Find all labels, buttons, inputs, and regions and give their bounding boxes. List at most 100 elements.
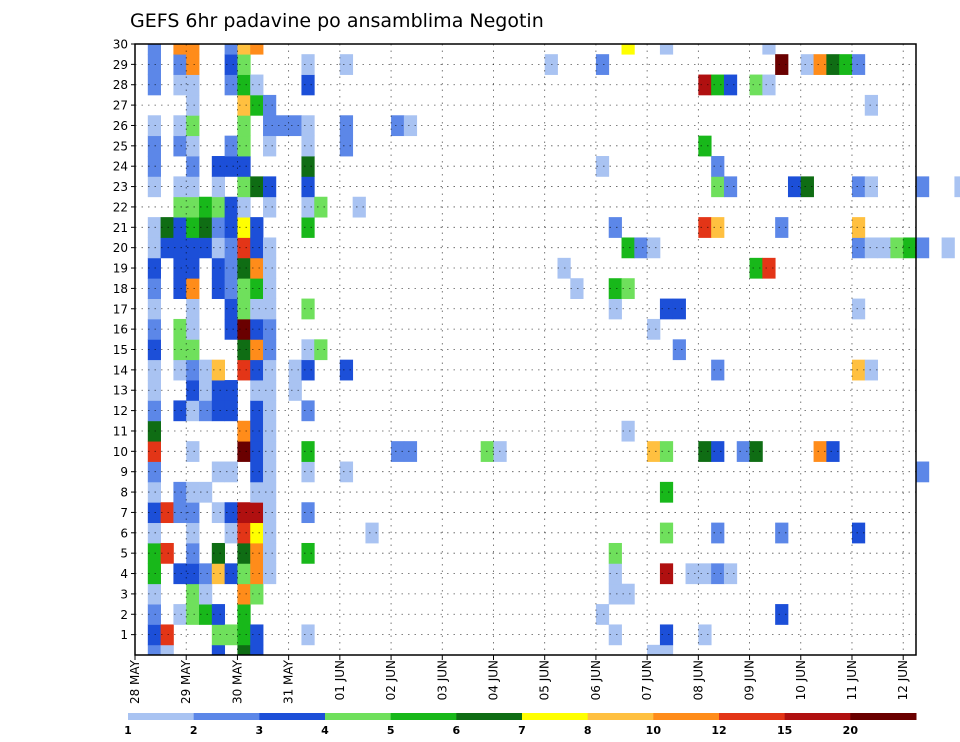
- heatmap-cell: [595, 156, 610, 177]
- heatmap-cell: [211, 196, 226, 218]
- y-tick-label: 9: [120, 465, 128, 479]
- heatmap-cell: [851, 298, 866, 320]
- heatmap-cell: [403, 441, 418, 462]
- heatmap-cell: [224, 237, 238, 259]
- heatmap-cell: [186, 94, 200, 116]
- heatmap-cell: [237, 44, 251, 55]
- heatmap-cell: [314, 196, 328, 218]
- heatmap-cell: [173, 54, 187, 75]
- heatmap-cell: [237, 298, 251, 320]
- y-tick-label: 23: [113, 180, 128, 194]
- heatmap-cell: [263, 481, 277, 503]
- y-tick-label: 25: [113, 139, 128, 153]
- heatmap-cell: [250, 563, 264, 585]
- heatmap-cell: [659, 44, 674, 55]
- heatmap-cell: [186, 604, 200, 625]
- x-tick-label: 31 MAY: [282, 659, 296, 704]
- colorbar-swatch: [325, 713, 392, 720]
- heatmap-cell: [339, 54, 354, 75]
- heatmap-cell: [186, 217, 200, 238]
- heatmap-cell: [595, 54, 610, 75]
- heatmap-cell: [275, 115, 290, 137]
- heatmap-cell: [237, 74, 251, 96]
- heatmap-cell: [224, 502, 238, 524]
- heatmap-cell: [250, 380, 264, 401]
- heatmap-cell: [711, 522, 725, 544]
- heatmap-cell: [237, 217, 251, 238]
- heatmap-cell: [250, 298, 264, 320]
- heatmap-cell: [147, 644, 161, 656]
- x-tick-label: 03 JUN: [435, 660, 449, 700]
- heatmap-cell: [237, 563, 251, 585]
- heatmap-cell: [186, 176, 200, 198]
- heatmap-cell: [173, 502, 187, 524]
- heatmap-cell: [237, 624, 251, 646]
- heatmap-cell: [301, 441, 315, 462]
- grid-lines: [135, 43, 916, 655]
- heatmap-cell: [199, 563, 213, 585]
- x-tick-label: 01 JUN: [333, 660, 347, 700]
- heatmap-cell: [199, 481, 213, 503]
- colorbar-swatch: [456, 713, 523, 720]
- heatmap-cell: [224, 563, 238, 585]
- x-tick-label: 09 JUN: [743, 660, 757, 700]
- heatmap-cell: [787, 176, 802, 198]
- heatmap-cell: [186, 135, 200, 157]
- heatmap-cell: [173, 217, 187, 238]
- heatmap-cell: [224, 318, 238, 340]
- heatmap-cell: [186, 522, 200, 544]
- heatmap-cell: [263, 94, 277, 116]
- heatmap-cell: [147, 135, 161, 157]
- heatmap-cell: [685, 563, 699, 585]
- heatmap-cell: [237, 115, 251, 137]
- heatmap-cell: [711, 359, 725, 381]
- colorbar-swatch: [193, 713, 260, 720]
- heatmap-cell: [250, 542, 264, 564]
- y-tick-label: 17: [113, 302, 128, 316]
- heatmap-cell: [352, 196, 366, 218]
- heatmap-cell: [147, 298, 161, 320]
- heatmap-cell: [301, 135, 315, 157]
- heatmap-cell: [263, 461, 277, 483]
- heatmap-cell: [147, 400, 161, 422]
- heatmap-cell: [775, 54, 789, 75]
- heatmap-cell: [263, 420, 277, 442]
- heatmap-cell: [851, 237, 866, 259]
- heatmap-cell: [301, 54, 315, 75]
- heatmap-cell: [263, 257, 277, 279]
- heatmap-cell: [237, 583, 251, 605]
- heatmap-cell: [288, 115, 302, 137]
- heatmap-cell: [250, 502, 264, 524]
- heatmap-cell: [186, 54, 200, 75]
- heatmap-cell: [250, 359, 264, 381]
- y-tick-label: 12: [113, 404, 128, 418]
- y-tick-label: 30: [113, 38, 128, 52]
- heatmap-cell: [199, 380, 213, 401]
- heatmap-cell: [211, 563, 226, 585]
- heatmap-cell: [621, 44, 635, 55]
- heatmap-cell: [672, 339, 686, 361]
- heatmap-cell: [160, 644, 174, 656]
- heatmap-cell: [147, 237, 161, 259]
- heatmap-cell: [647, 318, 661, 340]
- heatmap-cell: [147, 563, 161, 585]
- heatmap-cell: [749, 257, 763, 279]
- heatmap-cell: [250, 441, 264, 462]
- heatmap-cell: [211, 400, 226, 422]
- heatmap-cell: [391, 115, 405, 137]
- heatmap-cell: [237, 135, 251, 157]
- heatmap-cell: [263, 400, 277, 422]
- heatmap-cell: [301, 461, 315, 483]
- heatmap-cell: [250, 44, 264, 55]
- heatmap-cell: [173, 339, 187, 361]
- heatmap-cell: [570, 278, 584, 299]
- heatmap-cell: [160, 542, 174, 564]
- heatmap-cell: [147, 359, 161, 381]
- heatmap-cell: [147, 441, 161, 462]
- heatmap-cell: [301, 359, 315, 381]
- heatmap-cell: [186, 298, 200, 320]
- y-tick-label: 6: [120, 526, 128, 540]
- heatmap-cell: [237, 318, 251, 340]
- colorbar-label: 4: [321, 724, 329, 737]
- heatmap-cell: [237, 176, 251, 198]
